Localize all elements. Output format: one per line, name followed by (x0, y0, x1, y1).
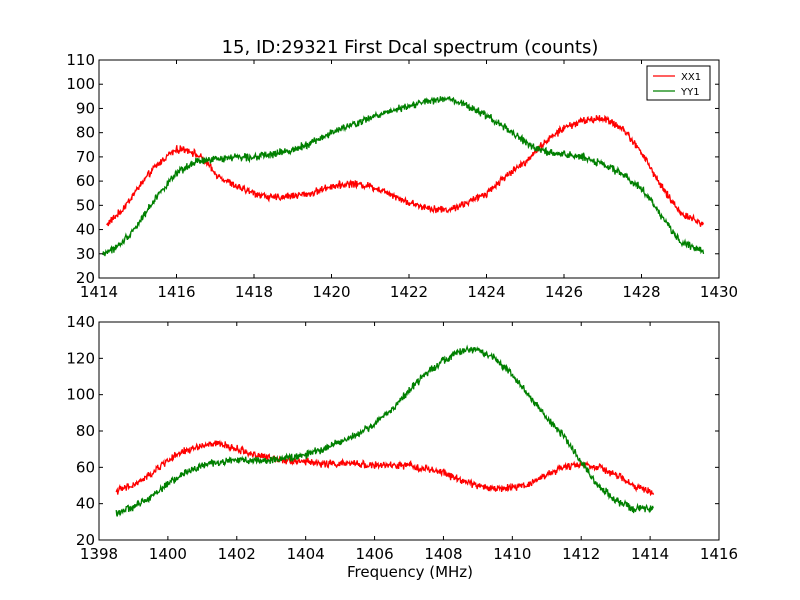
y-tick-label: 30 (76, 245, 95, 263)
x-tick-label: 1418 (235, 283, 273, 301)
x-tick-label: 1404 (287, 545, 325, 563)
y-tick-label: 40 (76, 221, 95, 239)
y-tick-label: 100 (66, 75, 95, 93)
y-tick-label: 50 (76, 196, 95, 214)
y-tick-label: 80 (76, 422, 95, 440)
bottom-panel: 1398 1400 1402 1404 1406 1408 1410 1412 1414 1416… (66, 313, 738, 563)
y-tick-label: 110 (66, 51, 95, 69)
chart-title: 15, ID:29321 First Dcal spectrum (counts… (222, 37, 599, 58)
y-tick-label: 20 (76, 269, 95, 287)
y-tick-label: 100 (66, 386, 95, 404)
x-tick-label: 1408 (424, 545, 462, 563)
x-tick-label: 1414 (631, 545, 669, 563)
x-tick-label: 1420 (312, 283, 350, 301)
y-tick-label: 80 (76, 124, 95, 142)
legend-label-xx1: XX1 (681, 72, 701, 83)
y-tick-label: 90 (76, 99, 95, 117)
x-tick-label: 1426 (545, 283, 583, 301)
x-tick-label: 1400 (149, 545, 187, 563)
y-tick-label: 40 (76, 495, 95, 513)
x-tick-label: 1422 (390, 283, 428, 301)
series-line-yy1 (102, 96, 705, 257)
x-axis-label: Frequency (MHz) (347, 563, 473, 581)
x-tick-label: 1398 (80, 545, 118, 563)
x-tick-label: 1410 (493, 545, 531, 563)
x-tick-label: 1412 (562, 545, 600, 563)
legend-label-yy1: YY1 (680, 87, 700, 98)
x-tick-label: 1428 (622, 283, 660, 301)
x-tick-label: 1424 (467, 283, 505, 301)
y-tick-label: 60 (76, 172, 95, 190)
y-tick-label: 140 (66, 313, 95, 331)
x-tick-label: 1416 (157, 283, 195, 301)
x-tick-label: 1430 (700, 283, 738, 301)
series-line-xx1 (115, 439, 655, 497)
y-tick-label: 60 (76, 458, 95, 476)
x-tick-label: 1406 (355, 545, 393, 563)
y-tick-label: 70 (76, 148, 95, 166)
x-tick-label: 1414 (80, 283, 118, 301)
x-tick-label: 1402 (218, 545, 256, 563)
series-line-yy1 (115, 344, 654, 517)
y-tick-label: 120 (66, 349, 95, 367)
legend-box (646, 65, 711, 101)
x-tick-label: 1416 (700, 545, 738, 563)
y-tick-label: 20 (76, 531, 95, 549)
top-panel: 1414 1416 1418 1420 1422 1424 1426 1428 1430 20 30… (66, 51, 738, 301)
